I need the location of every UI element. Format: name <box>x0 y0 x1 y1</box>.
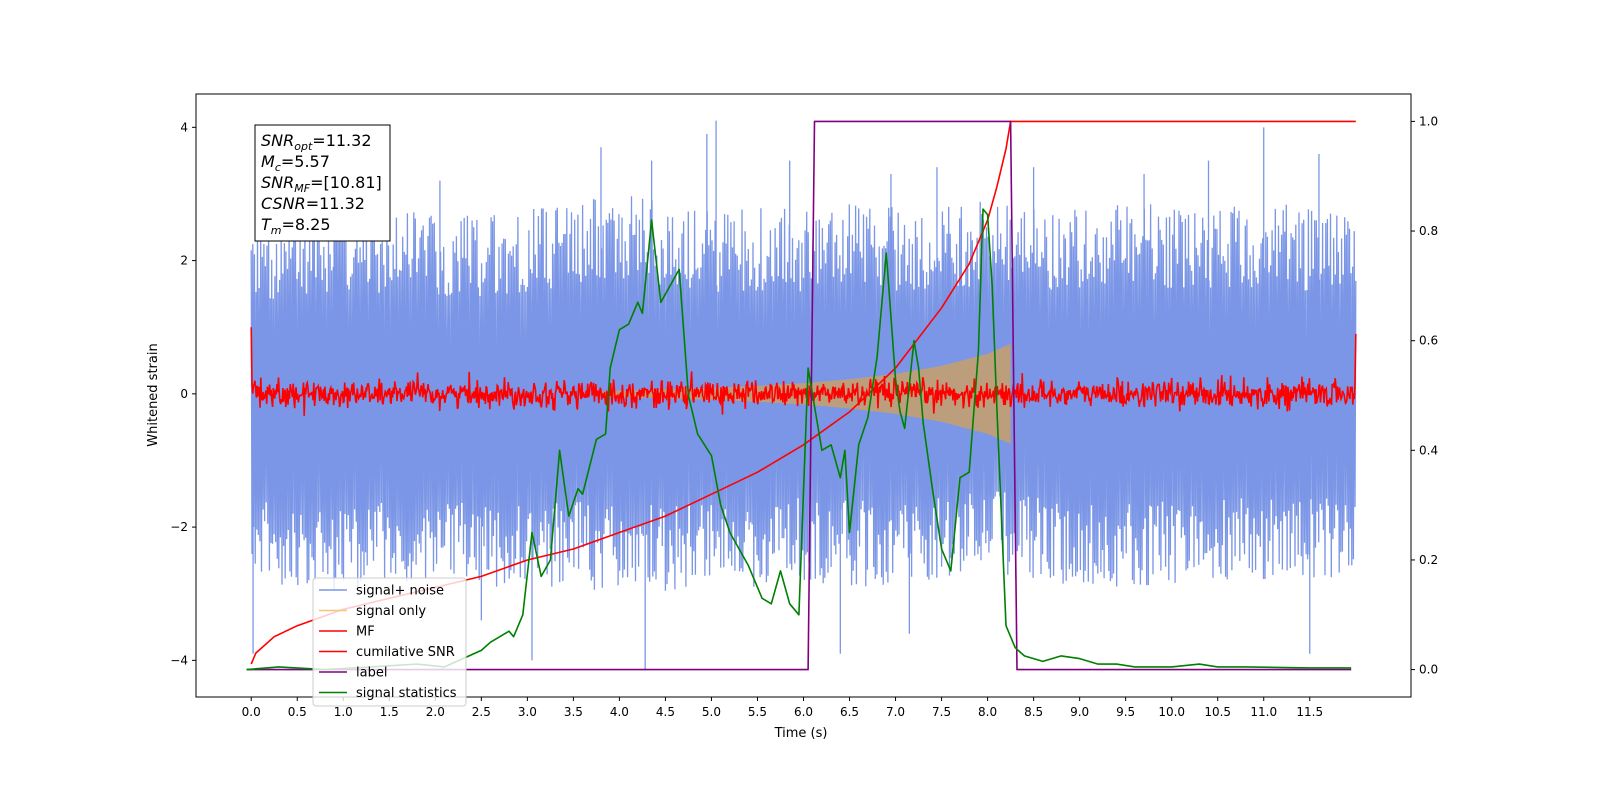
legend-label: label <box>356 666 387 681</box>
x-tick-label: 2.0 <box>426 705 445 719</box>
info-box-line: Tm=8.25 <box>261 215 331 237</box>
legend-label: signal+ noise <box>356 584 444 599</box>
x-tick-label: 7.0 <box>886 705 905 719</box>
info-box-line: CSNR=11.32 <box>261 194 365 213</box>
x-tick-label: 5.5 <box>748 705 767 719</box>
info-box-line: SNRopt=11.32 <box>261 131 372 153</box>
y-axis-left: −4 −2 0 2 4 <box>170 120 196 667</box>
x-tick-label: 3.0 <box>518 705 537 719</box>
y-right-tick-label: 0.8 <box>1419 224 1438 238</box>
x-tick-label: 4.0 <box>610 705 629 719</box>
y-tick-label: 4 <box>180 120 188 134</box>
x-tick-label: 8.5 <box>1024 705 1043 719</box>
x-tick-label: 11.0 <box>1250 705 1277 719</box>
x-tick-label: 3.5 <box>564 705 583 719</box>
x-tick-label: 9.5 <box>1116 705 1135 719</box>
series-mf <box>250 327 1357 416</box>
x-tick-label: 6.0 <box>794 705 813 719</box>
series-label <box>246 120 1352 671</box>
y-right-tick-label: 0.2 <box>1419 553 1438 567</box>
x-tick-label: 4.5 <box>656 705 675 719</box>
legend-label: MF <box>356 625 375 640</box>
y-tick-label: −2 <box>170 520 188 534</box>
x-axis-label: Time (s) <box>774 726 828 741</box>
x-tick-label: 9.0 <box>1070 705 1089 719</box>
x-tick-label: 10.5 <box>1204 705 1231 719</box>
y-tick-label: −4 <box>170 653 188 667</box>
legend-label: cumilative SNR <box>356 645 455 660</box>
x-tick-label: 8.0 <box>978 705 997 719</box>
info-box-frame <box>254 124 391 242</box>
legend: signal+ noise signal only MF cumilative SNR… <box>312 577 467 707</box>
x-tick-label: 7.5 <box>932 705 951 719</box>
y-right-tick-label: 1.0 <box>1419 114 1438 128</box>
legend-frame <box>312 577 467 707</box>
x-tick-label: 6.5 <box>840 705 859 719</box>
x-tick-label: 0.5 <box>288 705 307 719</box>
series-signal-noise <box>250 196 1357 591</box>
x-tick-label: 10.0 <box>1158 705 1185 719</box>
legend-label: signal statistics <box>356 686 457 701</box>
x-tick-label: 1.0 <box>334 705 353 719</box>
x-tick-label: 1.5 <box>380 705 399 719</box>
y-axis-right: 0.0 0.2 0.4 0.6 0.8 1.0 <box>1411 114 1438 677</box>
x-tick-label: 5.0 <box>702 705 721 719</box>
y-tick-label: 2 <box>180 254 188 268</box>
y-right-tick-label: 0.0 <box>1419 663 1438 677</box>
legend-label: signal only <box>356 604 426 619</box>
y-right-tick-label: 0.4 <box>1419 443 1438 457</box>
x-tick-label: 11.5 <box>1296 705 1323 719</box>
info-box: SNRopt=11.32Mc=5.57SNRMF=[10.81]CSNR=11.… <box>254 124 391 242</box>
y-axis-label: Whitened strain <box>146 343 161 446</box>
y-tick-label: 0 <box>180 387 188 401</box>
x-tick-label: 0.0 <box>242 705 261 719</box>
x-tick-label: 2.5 <box>472 705 491 719</box>
info-box-line: SNRMF=[10.81] <box>261 173 382 195</box>
series-signal-statistics <box>246 208 1352 671</box>
info-box-line: Mc=5.57 <box>261 152 330 174</box>
x-axis: 0.0 0.5 1.0 1.5 2.0 2.5 3.0 3.5 4.0 4.5 5.0 5.5 6.0 6… <box>242 697 1323 719</box>
y-right-tick-label: 0.6 <box>1419 334 1438 348</box>
